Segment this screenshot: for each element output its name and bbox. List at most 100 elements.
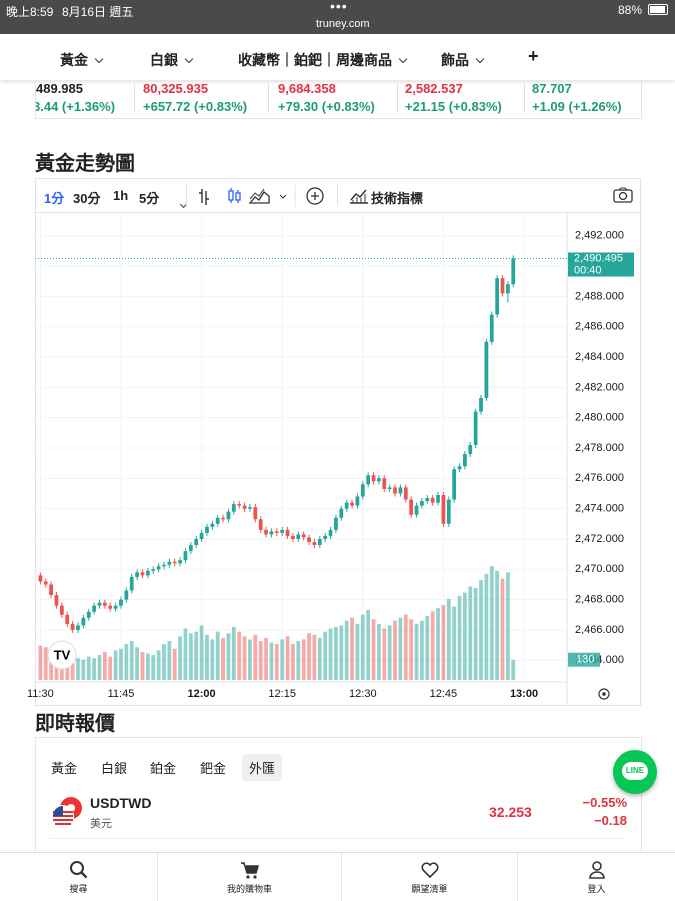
candle-body [145, 570, 150, 576]
volume-bar [97, 655, 102, 680]
candle-body [350, 502, 354, 506]
volume-bar [403, 614, 408, 680]
x-tick-label: 12:15 [268, 688, 296, 700]
x-tick-label: 11:30 [27, 688, 54, 700]
volume-bar [113, 650, 118, 680]
volume-bar [76, 658, 80, 680]
candle-body [398, 487, 403, 494]
line-button[interactable]: LINE [613, 750, 657, 794]
y-tick-label: 2,482.000 [575, 381, 624, 393]
tv-logo: TV [47, 640, 77, 670]
settings-icon[interactable] [598, 688, 610, 700]
volume-bar [371, 619, 376, 680]
quote-symbol[interactable]: USDTWD [90, 795, 152, 811]
candle-body [457, 466, 462, 470]
quote-tab[interactable]: 白銀 [101, 761, 128, 776]
candle-body [291, 535, 295, 539]
candle-body [59, 605, 64, 615]
ticker[interactable]: 9,684.358 +79.30 (+0.83%) [278, 81, 375, 114]
status-bar: 晚上8:59 8月16日 週五 ••• truney.com 88% [0, 0, 675, 34]
volume-bar [473, 587, 478, 680]
candle-body [135, 572, 139, 577]
volume-bar [108, 656, 113, 680]
ticker[interactable]: 87.707 +1.09 (+1.26%) [532, 81, 622, 114]
candle-body [162, 564, 166, 567]
candle-body [172, 561, 177, 564]
candle-body [393, 487, 397, 494]
candle-body [371, 475, 376, 482]
candle-body [377, 478, 381, 482]
ticker-price: 87.707 [532, 81, 572, 96]
chart-frame [35, 178, 641, 706]
y-tick-label: 2,472.000 [575, 533, 624, 545]
quote-tab[interactable]: 鉑金 [150, 761, 177, 776]
quote-change: −0.18 [594, 813, 627, 828]
nav-item[interactable]: 飾品 [441, 50, 485, 70]
candle-body [489, 314, 494, 342]
volume-bar [248, 639, 252, 680]
candle-body [403, 487, 408, 500]
nav-plus[interactable]: + [528, 46, 539, 66]
volume-bar [38, 645, 43, 680]
candle-body [446, 499, 451, 524]
interval-button[interactable]: 5分 [139, 191, 160, 206]
indicators-button[interactable]: 技術指標 [371, 191, 424, 206]
y-tick-label: 2,478.000 [575, 442, 624, 454]
volume-bar [92, 658, 96, 680]
quote-tab[interactable]: 黃金 [51, 761, 78, 776]
volume-bar [183, 628, 188, 680]
bottom-nav-item[interactable]: 搜尋 [0, 853, 158, 901]
candle-body [92, 605, 96, 612]
candle-body [156, 566, 161, 570]
candle-body [108, 605, 113, 609]
candle-body [307, 537, 311, 543]
chart-toolbar: 1分 30分 1h 5分 技術指標 [36, 179, 640, 213]
y-tick-label: 2,466.000 [575, 624, 624, 636]
candle-body [210, 523, 215, 527]
camera-icon[interactable] [613, 187, 633, 203]
volume-bar [102, 651, 107, 680]
ticker-change: 3.44 (+1.36%) [35, 99, 116, 114]
ticker[interactable]: 80,325.935 +657.72 (+0.83%) [143, 81, 247, 114]
interval-button[interactable]: 1分 [44, 191, 65, 206]
ticker[interactable]: 489.985 3.44 (+1.36%) [36, 81, 115, 114]
candle-body [258, 519, 263, 530]
candle-body [226, 511, 231, 520]
candle-body [312, 542, 317, 546]
candle-body [119, 599, 123, 606]
candle-body [264, 529, 268, 535]
candle-body [463, 454, 467, 467]
nav-item[interactable]: 白銀 [150, 50, 194, 70]
quote-tab[interactable]: 外匯 [242, 754, 283, 781]
interval-button[interactable]: 30分 [73, 191, 101, 206]
volume-bar [86, 656, 91, 680]
axes: 2,464.0002,466.0002,468.0002,470.0002,47… [27, 213, 634, 704]
bottom-nav-item[interactable]: 我的購物車 [158, 853, 342, 901]
volume-bar [366, 609, 371, 680]
nav-item[interactable]: 黃金 [60, 50, 104, 70]
y-tick-label: 2,470.000 [575, 563, 624, 575]
bottom-nav-item[interactable]: 登入 [518, 853, 675, 901]
last-price-box [568, 252, 634, 277]
candle-body [86, 611, 91, 618]
candle-body [301, 534, 306, 538]
separator [134, 84, 135, 112]
interval-button[interactable]: 1h [113, 188, 129, 203]
volume-bar [436, 608, 440, 680]
nav-item[interactable]: 收藏幣｜鉑鈀｜周邊商品 [238, 50, 408, 70]
volume-bar [393, 620, 397, 680]
volume-bar [420, 620, 424, 680]
candle-body [248, 507, 252, 509]
status-battery: 88% [618, 3, 643, 17]
ticker[interactable]: 2,582.537 +21.15 (+0.83%) [405, 81, 502, 114]
section-title: 即時報價 [35, 713, 115, 735]
candle-body [495, 278, 500, 315]
candle-body [113, 605, 118, 609]
volume-bar [151, 655, 156, 680]
bottom-nav-item[interactable]: 願望清單 [342, 853, 518, 901]
volume-bar [425, 616, 430, 680]
y-tick-label: 2,488.000 [575, 290, 624, 302]
quote-tab[interactable]: 鈀金 [200, 761, 227, 776]
quote-price: 32.253 [489, 804, 532, 820]
separator [268, 84, 269, 112]
